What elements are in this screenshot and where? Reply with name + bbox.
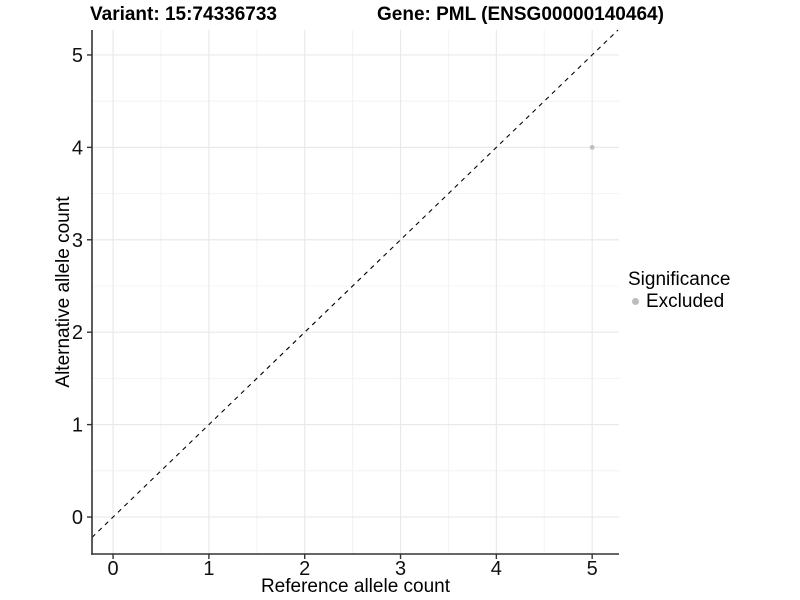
x-tick-labels: 0 1 2 3 4 5 [108,558,598,580]
y-tick-label: 3 [72,230,83,252]
x-tick-label: 5 [587,558,598,580]
legend-title: Significance [628,269,731,290]
x-tick-marks [112,554,593,559]
y-tick-label: 0 [72,507,83,529]
y-tick-label: 1 [72,415,83,437]
data-point [589,144,595,150]
x-tick-label: 4 [491,558,502,580]
x-tick-label: 3 [395,558,406,580]
y-tick-label: 5 [72,45,83,67]
identity-line-dashed [91,29,619,538]
legend-key [628,295,642,309]
x-tick-label: 1 [203,558,214,580]
data-points [589,144,595,150]
legend-entry-label: Excluded [646,291,725,312]
plot-title-gene: Gene: PML (ENSG00000140464) [377,4,664,25]
grid-major [92,30,619,554]
y-tick-labels: 0 1 2 3 4 5 [72,45,83,529]
y-axis-title: Alternative allele count [53,196,74,388]
plot-title-variant: Variant: 15:74336733 [90,4,277,25]
x-tick-label: 0 [108,558,119,580]
legend-entry-excluded: Excluded [628,291,730,312]
y-tick-label: 4 [72,137,83,159]
grid-minor [92,30,619,554]
legend: Significance Excluded [628,269,730,312]
excluded-point-icon [631,298,639,305]
y-tick-marks [87,54,92,518]
x-axis-title: Reference allele count [260,576,451,597]
y-tick-label: 2 [72,322,83,344]
x-tick-label: 2 [299,558,310,580]
